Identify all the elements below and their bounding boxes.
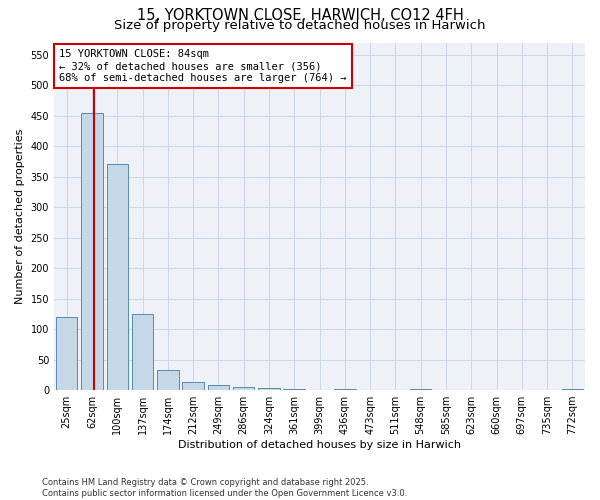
Bar	[107, 164, 128, 390]
Y-axis label: Number of detached properties: Number of detached properties	[15, 128, 25, 304]
Bar	[132, 314, 153, 390]
Bar	[182, 382, 204, 390]
Bar	[208, 385, 229, 390]
Bar	[157, 370, 179, 390]
Text: 15, YORKTOWN CLOSE, HARWICH, CO12 4FH: 15, YORKTOWN CLOSE, HARWICH, CO12 4FH	[137, 8, 463, 22]
Text: 15 YORKTOWN CLOSE: 84sqm
← 32% of detached houses are smaller (356)
68% of semi-: 15 YORKTOWN CLOSE: 84sqm ← 32% of detach…	[59, 50, 347, 82]
Bar	[233, 387, 254, 390]
Bar	[258, 388, 280, 390]
X-axis label: Distribution of detached houses by size in Harwich: Distribution of detached houses by size …	[178, 440, 461, 450]
Bar	[81, 112, 103, 390]
Text: Contains HM Land Registry data © Crown copyright and database right 2025.
Contai: Contains HM Land Registry data © Crown c…	[42, 478, 407, 498]
Text: Size of property relative to detached houses in Harwich: Size of property relative to detached ho…	[114, 18, 486, 32]
Bar	[56, 317, 77, 390]
